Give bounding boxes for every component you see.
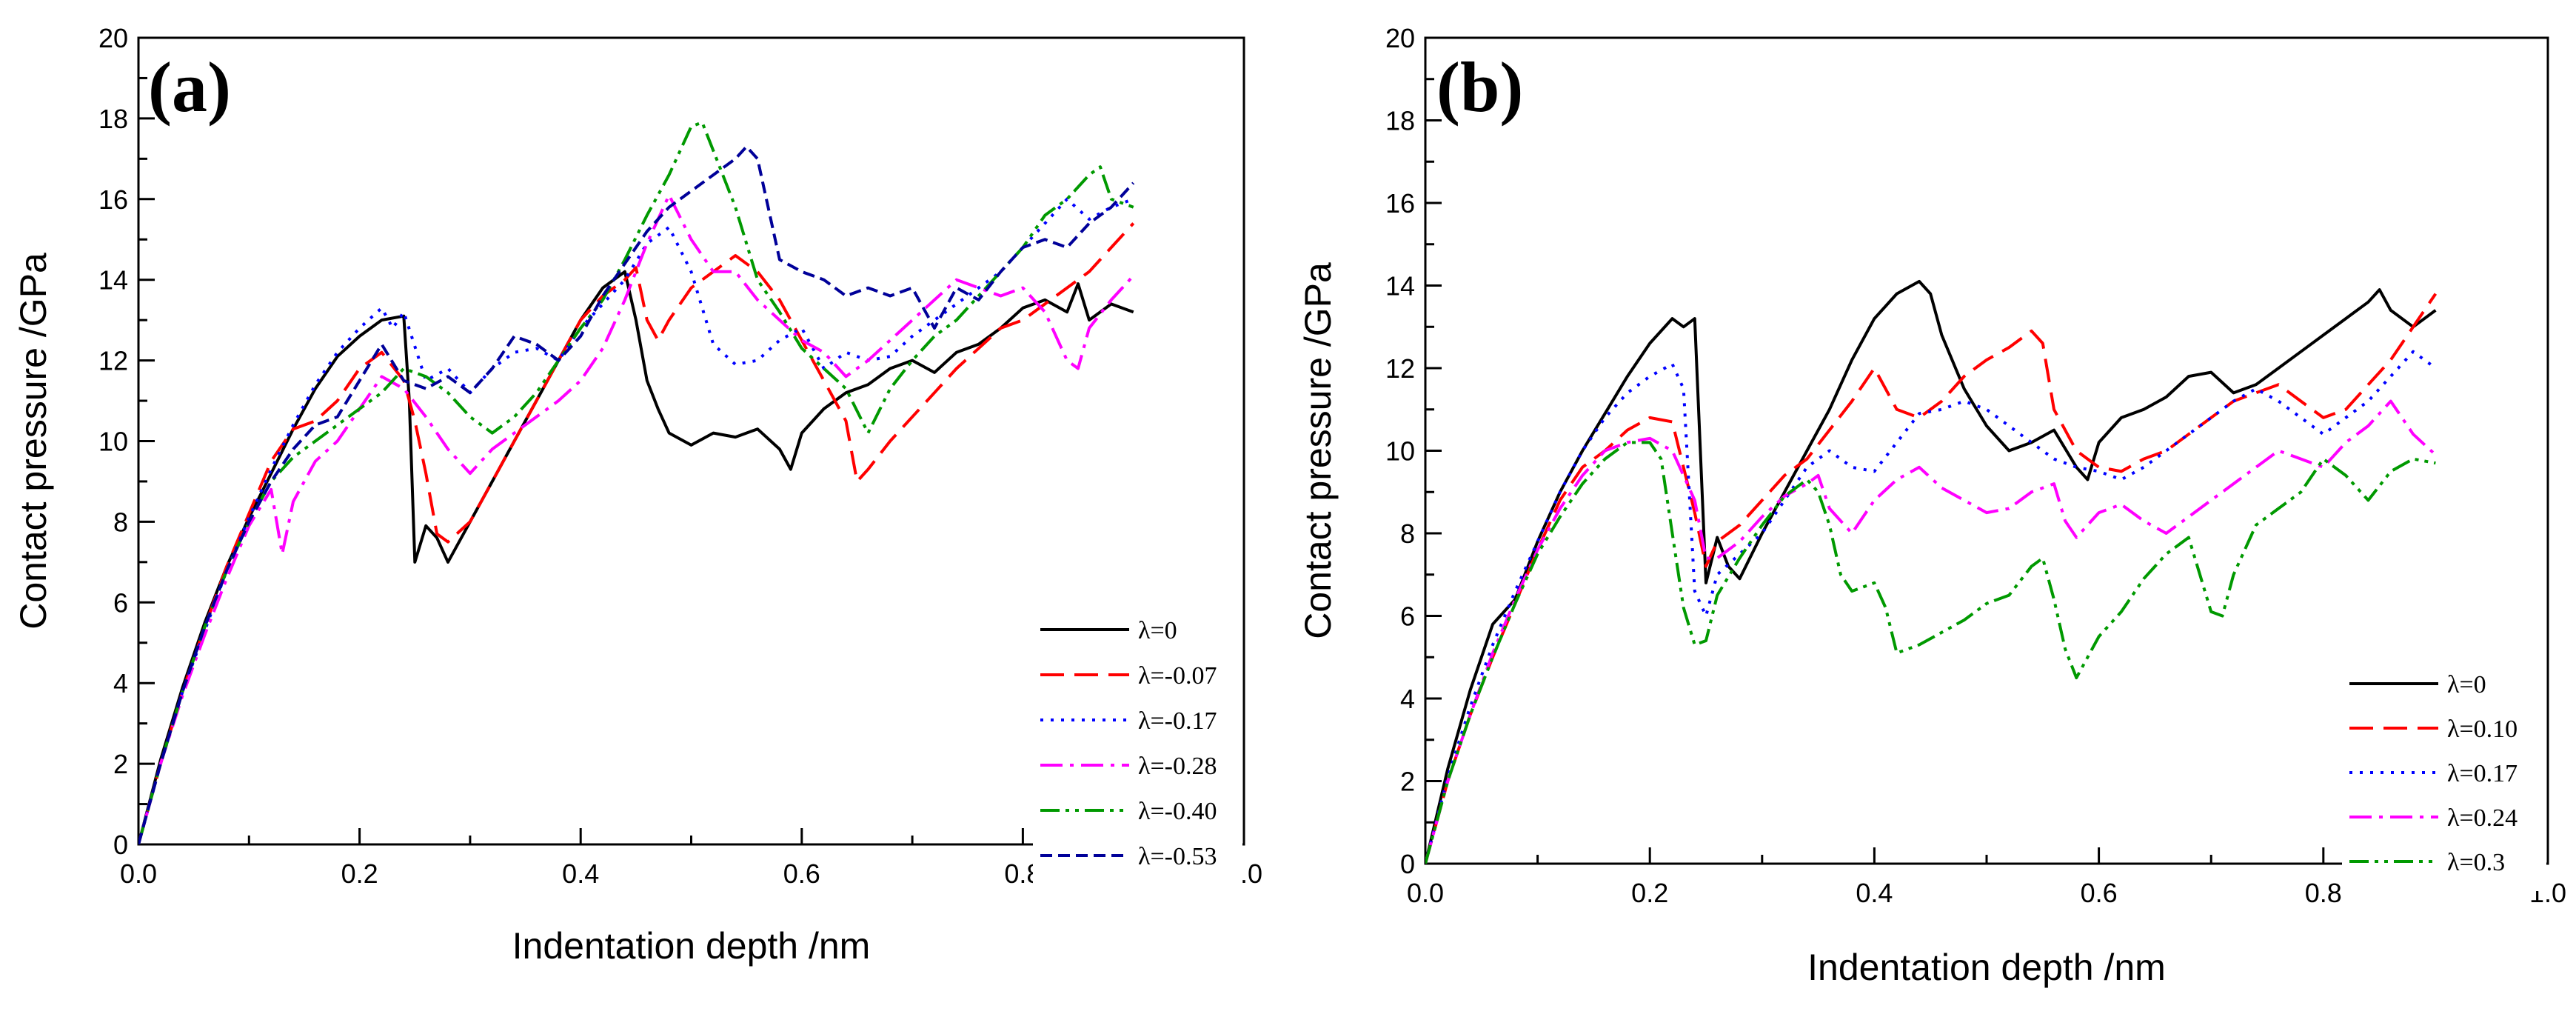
x-tick-label: 0.0 bbox=[1407, 878, 1444, 908]
y-tick-label: 20 bbox=[1385, 23, 1415, 53]
y-tick-label: 10 bbox=[98, 427, 128, 457]
y-tick-label: 12 bbox=[98, 346, 128, 376]
x-tick-label: 0.4 bbox=[1856, 878, 1893, 908]
y-tick-label: 12 bbox=[1385, 353, 1415, 384]
y-tick-label: 4 bbox=[1400, 684, 1415, 714]
x-tick-label: 0.0 bbox=[120, 858, 157, 889]
y-tick-label: 18 bbox=[1385, 106, 1415, 136]
legend: λ=0 λ=-0.07 λ=-0.17 λ=-0.28 λ=-0.40 λ=-0.53 bbox=[1033, 600, 1242, 886]
legend-entry: λ=-0.17 bbox=[1138, 707, 1217, 735]
y-tick-label: 16 bbox=[98, 184, 128, 215]
series-line-6 bbox=[138, 145, 1135, 844]
series-line-3 bbox=[138, 197, 1134, 844]
series-line-1 bbox=[138, 270, 1134, 844]
legend-entry: λ=0.10 bbox=[2447, 716, 2518, 743]
x-tick-label: 0.6 bbox=[2081, 878, 2118, 908]
y-tick-label: 4 bbox=[113, 668, 128, 698]
legend-entry: λ=-0.53 bbox=[1138, 843, 1217, 870]
y-tick-label: 18 bbox=[98, 104, 128, 134]
x-tick-label: 0.4 bbox=[562, 858, 599, 889]
y-tick-label: 6 bbox=[1400, 601, 1415, 632]
y-axis-label: Contact pressure /GPa bbox=[1297, 262, 1339, 639]
legend-entry: λ=0 bbox=[2447, 671, 2486, 698]
legend-entry: λ=-0.28 bbox=[1138, 753, 1217, 780]
y-tick-label: 14 bbox=[98, 265, 128, 296]
y-axis-label: Contact pressure /GPa bbox=[13, 253, 54, 630]
y-tick-label: 0 bbox=[113, 830, 128, 860]
x-tick-label: 0.2 bbox=[341, 858, 378, 889]
legend-entry: λ=0 bbox=[1138, 617, 1177, 644]
series-line-2 bbox=[138, 222, 1135, 844]
y-tick-label: 2 bbox=[113, 749, 128, 779]
x-axis-label: Indentation depth /nm bbox=[512, 925, 871, 967]
y-tick-label: 20 bbox=[98, 23, 128, 53]
legend: λ=0 λ=0.10 λ=0.17 λ=0.24 λ=0.3 bbox=[2342, 654, 2546, 891]
legend-box bbox=[2342, 654, 2546, 891]
legend-entry: λ=0.17 bbox=[2447, 760, 2518, 787]
y-tick-label: 2 bbox=[1400, 767, 1415, 797]
panel-label: (a) bbox=[148, 47, 231, 127]
panel-label: (b) bbox=[1436, 47, 1523, 127]
y-tick-label: 0 bbox=[1400, 849, 1415, 879]
y-tick-label: 6 bbox=[113, 587, 128, 618]
panel-b-chart: 0.0 0.2 0.4 0.6 0.8 1.002468101214161820Inden… bbox=[1297, 23, 2566, 988]
series-line-5 bbox=[1425, 441, 2436, 864]
series-line-1 bbox=[1425, 279, 2437, 864]
legend-entry: λ=0.3 bbox=[2447, 849, 2505, 876]
legend-entry: λ=-0.07 bbox=[1138, 662, 1217, 690]
series-line-4 bbox=[1425, 399, 2437, 864]
x-tick-label: 0.2 bbox=[1631, 878, 1668, 908]
series-line-4 bbox=[138, 193, 1135, 844]
x-tick-label: 0.6 bbox=[783, 858, 820, 889]
x-axis-label: Indentation depth /nm bbox=[1807, 947, 2166, 988]
legend-entry: λ=-0.40 bbox=[1138, 798, 1217, 825]
y-tick-label: 8 bbox=[113, 507, 128, 537]
panel-a-chart: 0.0 0.2 0.4 0.6 0.8 1.002468101214161820Inden… bbox=[13, 23, 1262, 967]
legend-box bbox=[1033, 600, 1242, 886]
x-tick-label: 0.8 bbox=[2305, 878, 2342, 908]
y-tick-label: 10 bbox=[1385, 436, 1415, 467]
y-tick-label: 16 bbox=[1385, 188, 1415, 219]
y-tick-label: 14 bbox=[1385, 271, 1415, 301]
legend-entry: λ=0.24 bbox=[2447, 804, 2518, 832]
y-tick-label: 8 bbox=[1400, 518, 1415, 549]
